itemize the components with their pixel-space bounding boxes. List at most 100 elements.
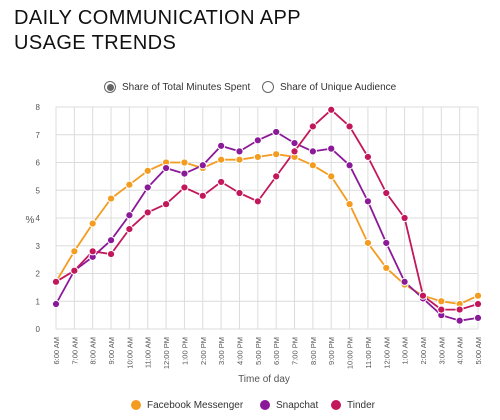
- legend-item-snapchat[interactable]: Snapchat: [260, 397, 318, 413]
- series-lines: [55, 108, 479, 322]
- series-line-snapchat: [55, 131, 479, 322]
- data-point-facebook-messenger[interactable]: [180, 158, 189, 167]
- legend-item-tinder[interactable]: Tinder: [331, 397, 375, 413]
- legend-dot-icon: [131, 400, 141, 410]
- data-point-facebook-messenger[interactable]: [327, 172, 336, 181]
- data-point-tinder[interactable]: [308, 122, 317, 131]
- data-point-facebook-messenger[interactable]: [308, 161, 317, 170]
- y-axis-label: %: [26, 215, 35, 226]
- data-point-snapchat[interactable]: [106, 236, 116, 245]
- data-point-tinder[interactable]: [363, 152, 373, 162]
- data-point-snapchat[interactable]: [217, 141, 226, 150]
- data-point-tinder[interactable]: [88, 247, 97, 256]
- chart-title-line-1: DAILY COMMUNICATION APP: [14, 7, 302, 29]
- data-point-tinder[interactable]: [473, 299, 483, 309]
- x-tick-label: 4:00 PM: [235, 337, 244, 365]
- data-point-tinder[interactable]: [437, 305, 446, 314]
- data-point-facebook-messenger[interactable]: [253, 152, 262, 162]
- data-point-tinder[interactable]: [290, 147, 299, 156]
- data-point-snapchat[interactable]: [198, 161, 207, 170]
- data-point-tinder[interactable]: [455, 305, 464, 314]
- data-point-facebook-messenger[interactable]: [437, 297, 446, 306]
- data-point-tinder[interactable]: [161, 200, 171, 209]
- x-tick-label: 2:00 AM: [419, 337, 428, 365]
- toggle-unique-audience-label: Share of Unique Audience: [280, 81, 397, 93]
- x-tick-label: 6:00 AM: [52, 337, 61, 365]
- chart-title: DAILY COMMUNICATION APP USAGE TRENDS: [14, 6, 301, 56]
- data-point-tinder[interactable]: [345, 122, 354, 131]
- data-point-facebook-messenger[interactable]: [473, 291, 483, 300]
- data-point-facebook-messenger[interactable]: [217, 155, 226, 164]
- data-point-tinder[interactable]: [400, 213, 409, 223]
- data-point-tinder[interactable]: [198, 191, 207, 200]
- legend-item-facebook-messenger[interactable]: Facebook Messenger: [131, 397, 243, 413]
- x-tick-label: 8:00 AM: [89, 337, 98, 365]
- y-tick-label: 3: [36, 242, 41, 251]
- data-point-tinder[interactable]: [70, 266, 79, 275]
- toggle-total-minutes-label: Share of Total Minutes Spent: [122, 81, 251, 93]
- toggle-total-minutes[interactable]: Share of Total Minutes Spent: [104, 78, 250, 96]
- x-tick-label: 11:00 PM: [364, 337, 373, 369]
- data-point-snapchat[interactable]: [235, 147, 244, 156]
- x-tick-label: 7:00 AM: [70, 337, 79, 365]
- data-point-snapchat[interactable]: [180, 169, 189, 178]
- y-tick-label: 2: [36, 270, 41, 279]
- x-tick-label: 7:00 PM: [291, 337, 300, 365]
- data-point-tinder[interactable]: [253, 197, 262, 206]
- data-point-snapchat[interactable]: [345, 161, 354, 170]
- data-point-snapchat[interactable]: [363, 197, 373, 206]
- data-point-facebook-messenger[interactable]: [125, 180, 134, 189]
- data-point-tinder[interactable]: [106, 249, 116, 259]
- data-point-snapchat[interactable]: [272, 127, 281, 137]
- x-tick-label: 9:00 AM: [107, 337, 116, 365]
- data-point-snapchat[interactable]: [327, 144, 336, 153]
- toggle-unique-audience[interactable]: Share of Unique Audience: [262, 78, 396, 96]
- data-point-facebook-messenger[interactable]: [272, 150, 281, 159]
- data-point-facebook-messenger[interactable]: [382, 263, 391, 273]
- data-point-tinder[interactable]: [180, 183, 189, 192]
- data-point-snapchat[interactable]: [161, 163, 171, 173]
- x-tick-label: 5:00 AM: [474, 337, 483, 365]
- x-axis-label: Time of day: [238, 374, 290, 385]
- chart-grid: [55, 106, 479, 330]
- x-tick-label: 4:00 AM: [456, 337, 465, 365]
- data-point-facebook-messenger[interactable]: [345, 200, 354, 209]
- data-point-tinder[interactable]: [272, 172, 281, 181]
- data-point-snapchat[interactable]: [400, 277, 409, 286]
- data-point-snapchat[interactable]: [455, 316, 464, 325]
- x-tick-label: 8:00 PM: [309, 337, 318, 365]
- data-point-facebook-messenger[interactable]: [235, 155, 244, 164]
- data-point-tinder[interactable]: [51, 277, 61, 286]
- x-axis-ticks: 6:00 AM 7:00 AM 8:00 AM 9:00 AM 10:00 AM 11:0…: [52, 337, 483, 369]
- data-point-facebook-messenger[interactable]: [106, 194, 116, 203]
- data-point-snapchat[interactable]: [253, 136, 262, 145]
- y-tick-label: 4: [36, 214, 41, 223]
- radio-unselected-icon[interactable]: [262, 81, 274, 93]
- data-point-tinder[interactable]: [217, 177, 226, 187]
- data-point-snapchat[interactable]: [125, 211, 134, 220]
- y-tick-label: 5: [36, 186, 41, 195]
- data-point-snapchat[interactable]: [290, 138, 299, 148]
- x-tick-label: 5:00 PM: [254, 337, 263, 365]
- data-point-tinder[interactable]: [125, 225, 134, 234]
- data-point-facebook-messenger[interactable]: [88, 219, 97, 228]
- data-point-tinder[interactable]: [143, 208, 152, 217]
- data-point-tinder[interactable]: [382, 188, 391, 198]
- x-tick-label: 2:00 PM: [199, 337, 208, 365]
- y-tick-label: 8: [36, 103, 41, 112]
- radio-selected-icon[interactable]: [104, 81, 116, 93]
- data-point-snapchat[interactable]: [382, 238, 391, 248]
- data-point-snapchat[interactable]: [308, 147, 317, 156]
- x-tick-label: 12:00 PM: [162, 337, 171, 369]
- data-point-tinder[interactable]: [327, 105, 336, 114]
- data-point-tinder[interactable]: [418, 291, 428, 300]
- data-point-snapchat[interactable]: [473, 313, 483, 322]
- data-point-facebook-messenger[interactable]: [143, 166, 152, 175]
- data-point-tinder[interactable]: [235, 188, 244, 198]
- data-point-snapchat[interactable]: [143, 183, 152, 192]
- legend-dot-icon: [331, 400, 341, 410]
- data-point-facebook-messenger[interactable]: [363, 238, 373, 248]
- data-point-facebook-messenger[interactable]: [70, 247, 79, 256]
- data-point-snapchat[interactable]: [51, 299, 61, 309]
- x-tick-label: 6:00 PM: [272, 337, 281, 365]
